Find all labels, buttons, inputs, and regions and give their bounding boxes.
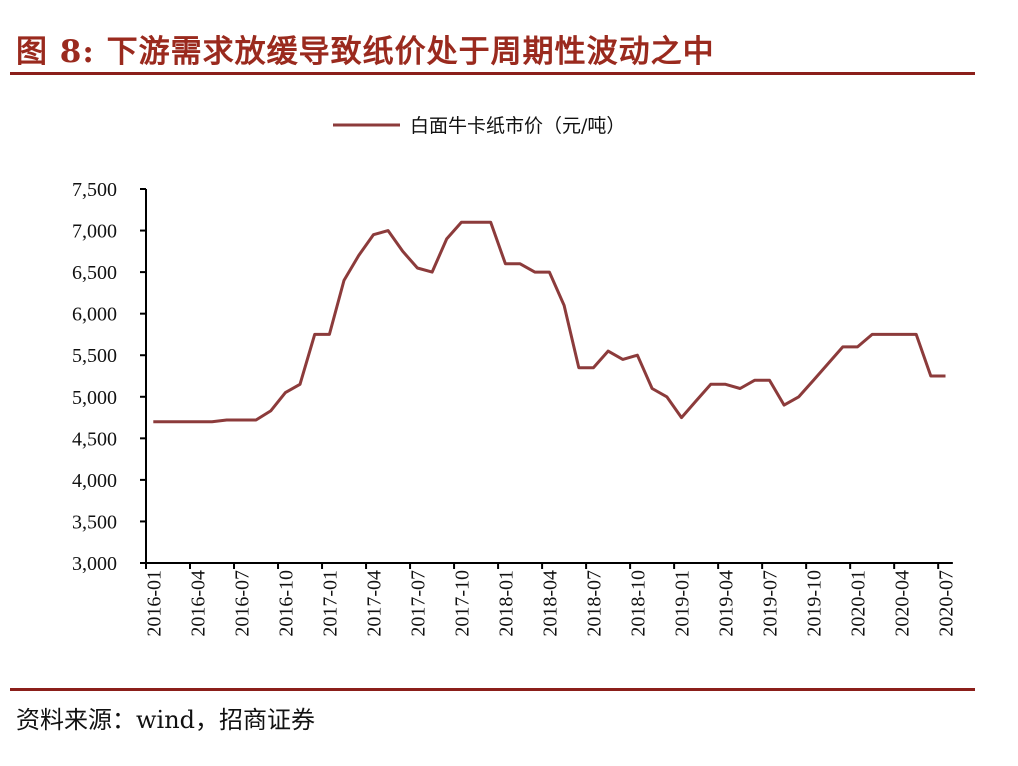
- x-tick-label: 2017-04: [363, 570, 385, 637]
- y-tick-label: 7,500: [72, 179, 117, 201]
- x-tick-label: 2019-07: [759, 570, 781, 637]
- y-tick-label: 6,500: [72, 262, 117, 284]
- x-tick-label: 2018-01: [495, 570, 517, 637]
- y-tick-label: 7,000: [72, 221, 117, 243]
- x-tick-label: 2020-07: [936, 570, 958, 637]
- x-tick-label: 2016-07: [231, 570, 253, 637]
- x-tick-label: 2016-01: [143, 570, 165, 637]
- series-line-white-top-kraft-price: [153, 220, 946, 424]
- x-tick-label: 2017-10: [451, 570, 473, 637]
- source-note: 资料来源：wind，招商证券: [16, 706, 316, 734]
- x-tick-label: 2019-04: [715, 570, 737, 637]
- x-tick-label: 2020-01: [847, 570, 869, 637]
- x-tick-label: 2016-10: [275, 570, 297, 637]
- x-tick-label: 2016-04: [187, 570, 209, 637]
- x-tick-label: 2018-10: [627, 570, 649, 637]
- x-tick-label: 2019-01: [671, 570, 693, 637]
- y-tick-label: 4,000: [72, 470, 117, 492]
- y-tick-label: 3,000: [72, 553, 117, 575]
- y-tick-label: 5,500: [72, 345, 117, 367]
- y-tick-label: 4,500: [72, 428, 117, 450]
- x-tick-label: 2018-07: [583, 570, 605, 637]
- bottom-divider: [10, 688, 975, 691]
- x-tick-label: 2018-04: [539, 570, 561, 637]
- title-divider: [10, 72, 975, 75]
- figure-title: 图 8: 下游需求放缓导致纸价处于周期性波动之中: [16, 34, 715, 70]
- y-tick-label: 6,000: [72, 304, 117, 326]
- x-tick-label: 2020-04: [892, 570, 914, 637]
- y-tick-label: 5,000: [72, 387, 117, 409]
- y-tick-label: 3,500: [72, 511, 117, 533]
- x-tick-label: 2017-07: [407, 570, 429, 637]
- x-tick-label: 2019-10: [803, 570, 825, 637]
- legend-label: 白面牛卡纸市价（元/吨）: [410, 115, 625, 137]
- x-tick-label: 2017-01: [319, 570, 341, 637]
